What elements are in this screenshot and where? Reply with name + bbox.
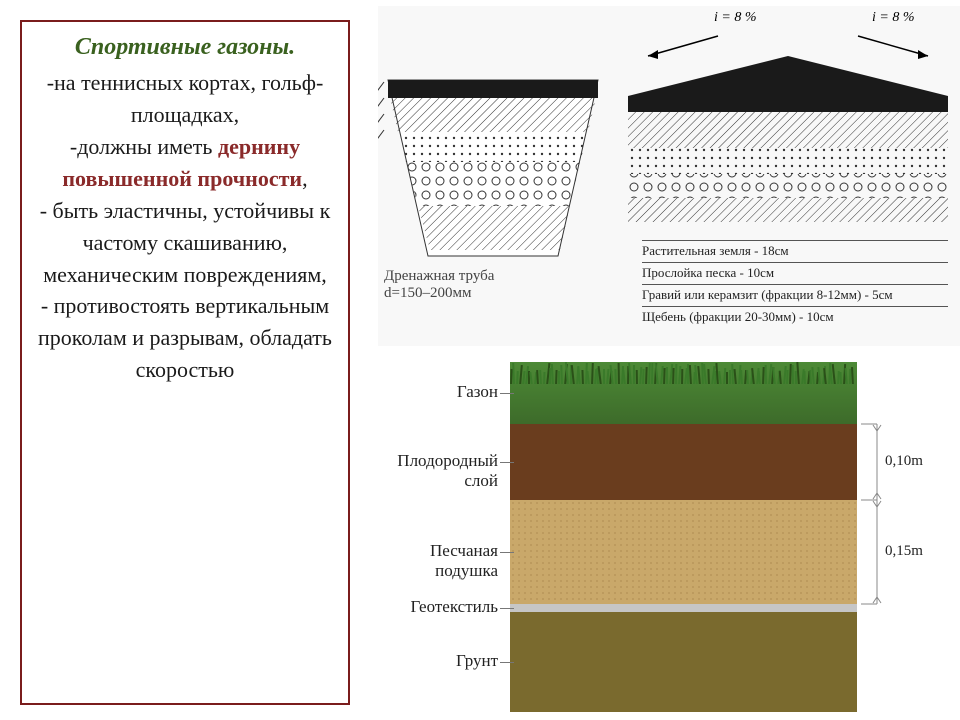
label-sand: Песчаная подушка xyxy=(368,541,498,581)
label-soil: Грунт xyxy=(368,651,498,671)
bullet-4: - противостоять вертикальным проколам и … xyxy=(38,293,332,382)
dimension-lines xyxy=(859,362,959,712)
legend-row: Гравий или керамзит (фракции 8-12мм) - 5… xyxy=(642,284,948,306)
layer-legend: Растительная земля - 18см Прослойка песк… xyxy=(642,240,948,328)
lawn-layer-diagram xyxy=(510,362,857,712)
bullet-2c: , xyxy=(302,166,308,191)
text-panel: Спортивные газоны. -на теннисных кортах,… xyxy=(20,20,350,705)
slope-left-label: i = 8 % xyxy=(714,10,757,26)
legend-row: Прослойка песка - 10см xyxy=(642,262,948,284)
layer-geotextile xyxy=(510,604,857,612)
bullet-3: - быть эластичны, устойчивы к частому ск… xyxy=(40,198,331,287)
label-geo: Геотекстиль xyxy=(368,597,498,617)
drainage-cross-section: i = 8 % i = 8 % Дренажная труба d=150–20… xyxy=(378,6,960,346)
label-fertile: Плодородный слой xyxy=(368,451,498,491)
layer-grass xyxy=(510,362,857,424)
panel-body: -на теннисных кортах, гольф-площадках, -… xyxy=(36,67,334,386)
layer-soil xyxy=(510,612,857,712)
slope-right-label: i = 8 % xyxy=(872,10,915,26)
bullet-1: -на теннисных кортах, гольф-площадках, xyxy=(47,70,324,127)
drain-pipe-label: Дренажная труба d=150–200мм xyxy=(384,268,494,302)
legend-row: Щебень (фракции 20-30мм) - 10см xyxy=(642,306,948,328)
legend-row: Растительная земля - 18см xyxy=(642,240,948,262)
label-grass: Газон xyxy=(368,382,498,402)
layer-sand xyxy=(510,500,857,604)
panel-title: Спортивные газоны. xyxy=(36,32,334,63)
bullet-2a: -должны иметь xyxy=(70,134,218,159)
layer-fertile xyxy=(510,424,857,500)
